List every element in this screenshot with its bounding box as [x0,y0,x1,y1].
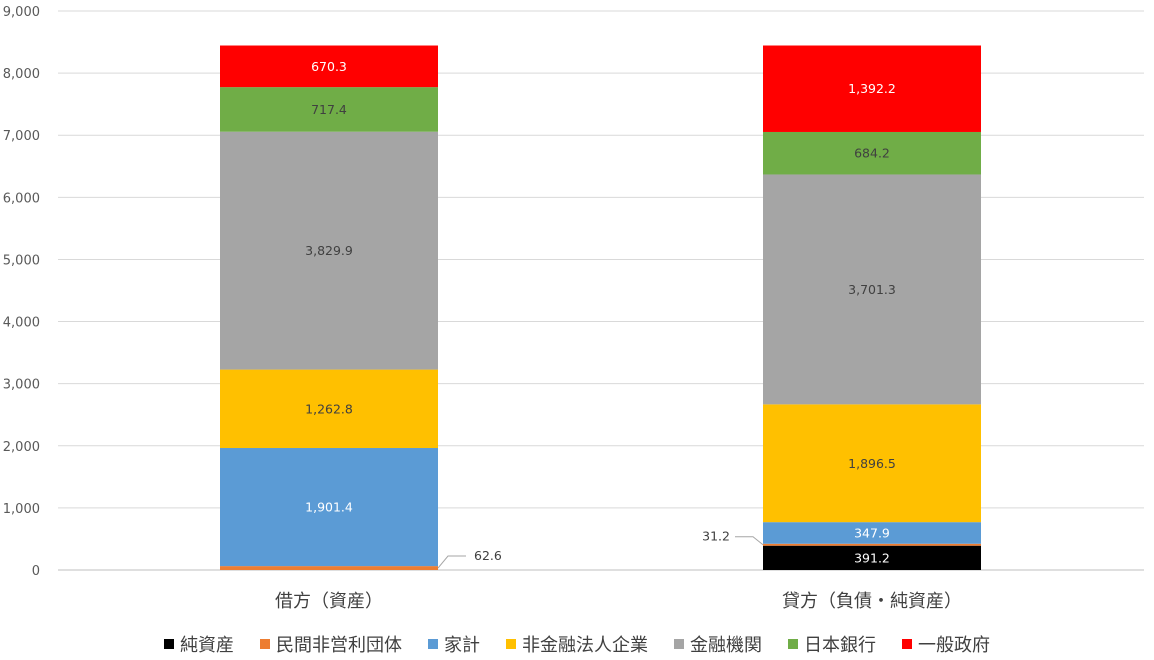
data-label: 1,262.8 [305,401,353,416]
data-label: 1,901.4 [305,500,353,515]
y-axis: 0 1,000 2,000 3,000 4,000 5,000 6,000 7,000 8,00… [3,5,40,579]
y-tick-label: 5,000 [3,253,40,268]
legend-item: 日本銀行 [788,631,876,657]
y-tick-label: 9,000 [3,5,40,20]
data-label: 3,829.9 [305,243,353,258]
y-tick-label: 0 [32,564,40,579]
stacked-bar-chart: 0 1,000 2,000 3,000 4,000 5,000 6,000 7,000 8,00… [3,5,1144,612]
x-category-label: 貸方（負債・純資産） [782,591,962,612]
legend-swatch [428,639,438,649]
bar-segment [220,45,438,88]
legend-item: 純資産 [164,631,234,657]
y-tick-label: 6,000 [3,191,40,206]
legend-swatch [674,639,684,649]
data-label: 62.6 [474,548,502,563]
data-label: 717.4 [311,102,347,117]
data-label: 31.2 [702,529,730,544]
data-label: 670.3 [311,59,347,74]
y-tick-label: 2,000 [3,440,40,455]
callout-line [735,536,764,546]
bar-segment [220,448,438,567]
legend-label: 金融機関 [690,635,762,656]
data-label: 347.9 [854,525,890,540]
legend-label: 家計 [444,635,480,656]
legend-item: 家計 [428,631,480,657]
legend-swatch [788,639,798,649]
data-label: 1,392.2 [848,81,896,96]
legend-label: 一般政府 [918,635,990,656]
bars [220,45,981,570]
x-axis: 借方（資産） 貸方（負債・純資産） [275,591,962,612]
x-category-label: 借方（資産） [275,591,383,612]
bar-segment [220,369,438,449]
bar-segment [763,543,981,546]
data-label: 3,701.3 [848,282,896,297]
legend-label: 純資産 [180,635,234,656]
legend-item: 民間非営利団体 [260,631,402,657]
legend-label: 日本銀行 [804,635,876,656]
callout-line [437,555,466,569]
data-labels: 391.2 62.6 31.2 1,901.4 347.9 1,262.8 1,896.5 3… [305,59,896,569]
legend-item: 非金融法人企業 [506,631,648,657]
bar-segment [220,87,438,132]
bar-segment [220,131,438,370]
legend-swatch [506,639,516,649]
data-label: 1,896.5 [848,456,896,471]
legend: 純資産 民間非営利団体 家計 非金融法人企業 金融機関 日本銀行 一般政府 [0,630,1154,658]
bar-segment [763,131,981,175]
legend-swatch [902,639,912,649]
legend-item: 一般政府 [902,631,990,657]
y-tick-label: 1,000 [3,502,40,517]
y-tick-label: 7,000 [3,129,40,144]
legend-swatch [164,639,174,649]
bar-segment [220,566,438,570]
bar-segment [763,545,981,570]
bar-segment [763,45,981,132]
legend-label: 民間非営利団体 [276,635,402,656]
data-label: 684.2 [854,146,890,161]
legend-label: 非金融法人企業 [522,635,648,656]
bar-segment [763,174,981,405]
bar-segment [763,522,981,544]
y-tick-label: 4,000 [3,316,40,331]
y-tick-label: 8,000 [3,67,40,82]
bar-segment [763,404,981,523]
legend-item: 金融機関 [674,631,762,657]
y-tick-label: 3,000 [3,378,40,393]
legend-swatch [260,639,270,649]
data-label: 391.2 [854,550,890,565]
